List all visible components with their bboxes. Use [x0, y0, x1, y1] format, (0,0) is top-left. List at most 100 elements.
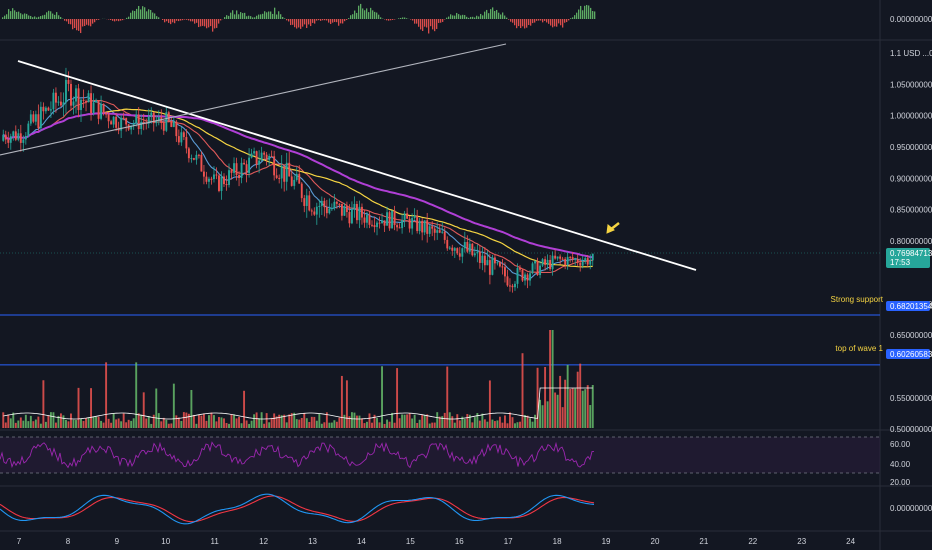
oscillator-bar: [144, 7, 146, 20]
oscillator-bar: [496, 9, 498, 19]
candle-body: [320, 200, 323, 206]
oscillator-bar: [458, 14, 460, 19]
volume-bar: [172, 383, 175, 428]
oscillator-bar: [528, 19, 530, 26]
oscillator-bar: [180, 19, 182, 21]
candle-body: [230, 170, 233, 173]
oscillator-bar: [568, 19, 570, 21]
volume-bar: [438, 416, 441, 428]
volume-bar: [526, 415, 529, 428]
oscillator-bar: [266, 12, 268, 19]
volume-bar: [561, 407, 564, 428]
volume-bar: [187, 413, 190, 428]
rsi-line: [0, 441, 594, 469]
volume-bar: [546, 401, 549, 428]
oscillator-bar: [186, 19, 188, 20]
downtrend-line[interactable]: [17, 60, 697, 271]
volume-bar: [147, 416, 150, 428]
volume-bar: [471, 422, 474, 428]
volume-bar: [308, 421, 311, 428]
candle-body: [468, 243, 471, 252]
volume-bar: [481, 413, 484, 428]
oscillator-bar: [454, 15, 456, 19]
oscillator-bar: [280, 14, 282, 19]
oscillator-bar: [256, 15, 258, 19]
oscillator-bar: [518, 19, 520, 27]
candle-body: [275, 175, 278, 178]
oscillator-bar: [218, 19, 220, 24]
oscillator-bar: [14, 10, 16, 19]
candle-body: [554, 255, 557, 259]
candle-body: [486, 260, 489, 266]
candle-body: [258, 160, 261, 165]
oscillator-bar: [16, 11, 18, 19]
date-label: 17: [504, 537, 513, 546]
candle-body: [34, 114, 37, 122]
candle-body: [493, 257, 496, 264]
volume-bar: [373, 414, 376, 428]
volume-bar: [42, 380, 45, 428]
candle-body: [579, 262, 582, 266]
volume-bar: [591, 385, 594, 428]
volume-bar: [371, 422, 373, 428]
volume-bar: [162, 417, 165, 428]
volume-bar: [338, 417, 341, 428]
candle-body: [386, 212, 389, 226]
volume-bar: [491, 419, 494, 428]
candle-body: [77, 88, 80, 111]
volume-bar: [62, 415, 65, 428]
volume-bar: [451, 416, 454, 428]
candle-body: [290, 176, 293, 186]
oscillator-bar: [442, 19, 444, 22]
oscillator-bar: [414, 19, 416, 24]
volume-bar: [157, 413, 160, 428]
oscillator-bar: [420, 19, 422, 30]
candle-body: [325, 207, 328, 214]
candle-body: [323, 200, 326, 208]
oscillator-bar: [550, 19, 552, 26]
oscillator-bar: [140, 9, 142, 19]
volume-bar: [519, 421, 521, 428]
volume-bar: [265, 413, 268, 428]
volume-bar: [408, 413, 411, 428]
oscillator-bar: [360, 3, 362, 20]
candle-body: [426, 220, 429, 234]
oscillator-bar: [274, 7, 276, 20]
volume-bar: [303, 413, 306, 428]
volume-bar: [258, 418, 261, 428]
level-lines: [0, 314, 880, 366]
candle-body: [243, 162, 246, 165]
candle-body: [448, 247, 451, 249]
uptrend-line[interactable]: [0, 43, 507, 156]
oscillator-bar: [472, 16, 474, 19]
oscillator-bar: [474, 17, 476, 19]
oscillator-bar: [98, 19, 100, 20]
volume-bar: [305, 418, 308, 428]
volume-bar: [223, 418, 225, 428]
oscillator-bar: [322, 19, 324, 21]
volume-bar: [539, 399, 542, 428]
date-label: 15: [406, 537, 415, 546]
oscillator-bar: [172, 19, 174, 23]
candle-body: [80, 99, 82, 111]
volume-bar: [363, 423, 366, 428]
oscillator-bar: [464, 15, 466, 19]
volume-bar: [240, 423, 243, 428]
candle-body: [97, 100, 100, 119]
oscillator-bar: [110, 19, 112, 21]
current-price-tag: 0.76984713 17:53: [886, 248, 932, 268]
oscillator-bar: [426, 19, 428, 28]
candle-body: [574, 258, 577, 260]
volume-bar: [381, 366, 383, 428]
oscillator-bar: [394, 19, 396, 20]
oscillator-bar: [358, 5, 360, 19]
oscillator-bar: [416, 19, 418, 24]
oscillator-bar: [514, 19, 516, 26]
candle-body: [355, 203, 358, 221]
volume-bar: [466, 414, 469, 428]
candle-body: [526, 274, 529, 281]
volume-bar: [260, 412, 263, 428]
price-axis-label: 0.95000000: [890, 143, 932, 152]
volume-bar: [192, 414, 195, 428]
